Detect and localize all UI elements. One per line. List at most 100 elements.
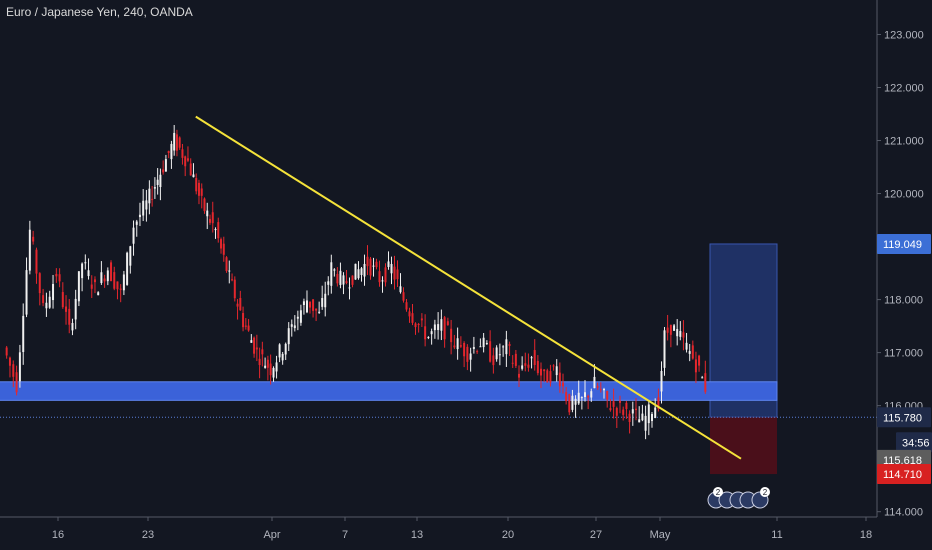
- candle-body: [571, 395, 574, 410]
- candle-body: [214, 229, 217, 231]
- candle-body: [511, 362, 514, 364]
- candle-body: [577, 392, 580, 404]
- candle-body: [250, 340, 253, 343]
- candle-body: [417, 324, 420, 326]
- candle-body: [530, 357, 533, 359]
- price-label-countdown[interactable]: [896, 432, 932, 453]
- candle-body: [644, 415, 647, 431]
- candle-body: [580, 397, 583, 399]
- candle-body: [5, 347, 8, 356]
- candle-body: [336, 273, 339, 284]
- candle-body: [159, 174, 162, 188]
- y-tick-label: 118.000: [884, 295, 923, 307]
- candle-body: [126, 252, 129, 285]
- candle-body: [84, 262, 87, 264]
- candle-body: [38, 273, 41, 294]
- event-badge-count: 2: [763, 488, 768, 497]
- candle-body: [32, 236, 35, 242]
- candle-body: [694, 359, 697, 373]
- support-zone[interactable]: [0, 381, 778, 401]
- candle-body: [393, 266, 396, 280]
- candle-body: [612, 401, 615, 407]
- candle-body: [685, 342, 688, 350]
- price-label-target[interactable]: [877, 233, 931, 254]
- candle-body: [339, 270, 342, 285]
- candle-body: [103, 278, 106, 282]
- candle-body: [87, 270, 90, 277]
- candle-body: [625, 402, 628, 409]
- candle-body: [524, 363, 527, 366]
- candle-body: [599, 389, 602, 391]
- candle-body: [148, 188, 151, 204]
- candle-body: [200, 188, 203, 196]
- candle-body: [178, 137, 181, 148]
- candle-body: [192, 174, 195, 178]
- candle-body: [430, 331, 433, 335]
- candle-body: [186, 158, 189, 161]
- candle-body: [502, 346, 505, 348]
- candle-body: [156, 179, 159, 186]
- candle-body: [558, 372, 561, 387]
- candle-body: [239, 298, 242, 311]
- candle-body: [167, 151, 170, 153]
- x-tick-label: 27: [590, 529, 602, 541]
- candle-body: [261, 349, 264, 355]
- candle-body: [164, 159, 167, 172]
- candle-body: [562, 382, 564, 387]
- candle-body: [55, 273, 58, 277]
- price-label-target-text: 119.049: [883, 239, 922, 251]
- candle-body: [258, 358, 261, 366]
- candle-body: [603, 389, 605, 391]
- y-tick-label: 117.000: [884, 348, 923, 360]
- price-label-last[interactable]: [877, 407, 931, 428]
- candle-body: [420, 318, 423, 321]
- candle-body: [498, 354, 501, 356]
- trendline[interactable]: [195, 115, 742, 460]
- candle-body: [492, 355, 495, 366]
- candle-body: [81, 263, 84, 279]
- candle-body: [688, 351, 691, 354]
- candle-body: [485, 343, 488, 345]
- candle-body: [116, 281, 119, 290]
- candle-body: [135, 221, 138, 225]
- candle-body: [437, 324, 440, 331]
- x-tick-label: 13: [411, 529, 423, 541]
- candle-body: [35, 249, 38, 274]
- candle-body: [90, 284, 93, 289]
- candle-body: [142, 200, 145, 216]
- candle-body: [660, 370, 663, 392]
- candle-body: [284, 343, 287, 355]
- candle-body: [77, 271, 80, 302]
- candle-body: [302, 301, 305, 306]
- x-tick-label: 20: [502, 529, 514, 541]
- candle-body: [28, 229, 31, 271]
- x-tick-label: May: [650, 529, 671, 541]
- candle-body: [222, 243, 225, 255]
- candle-body: [666, 327, 669, 333]
- x-tick-label: 18: [860, 529, 872, 541]
- candle-body: [217, 222, 220, 239]
- candle-body: [324, 293, 327, 308]
- candle-body: [647, 404, 650, 424]
- candle-body: [555, 366, 558, 376]
- candle-body: [220, 239, 223, 249]
- candle-body: [654, 407, 657, 418]
- candle-body: [305, 300, 308, 313]
- candle-body: [97, 292, 100, 296]
- candle-body: [61, 292, 64, 308]
- candle-body: [546, 370, 549, 383]
- price-label-stop[interactable]: [877, 464, 931, 485]
- candle-body: [354, 263, 357, 280]
- candle-body: [206, 210, 209, 217]
- candle-body: [197, 182, 200, 196]
- candle-body: [203, 198, 206, 212]
- event-badge-count: 2: [716, 488, 721, 497]
- candle-body: [162, 169, 165, 173]
- candle-body: [635, 408, 637, 411]
- candle-body: [22, 315, 25, 353]
- x-tick-label: 11: [771, 529, 782, 541]
- candle-body: [290, 324, 293, 327]
- candle-body: [8, 357, 11, 366]
